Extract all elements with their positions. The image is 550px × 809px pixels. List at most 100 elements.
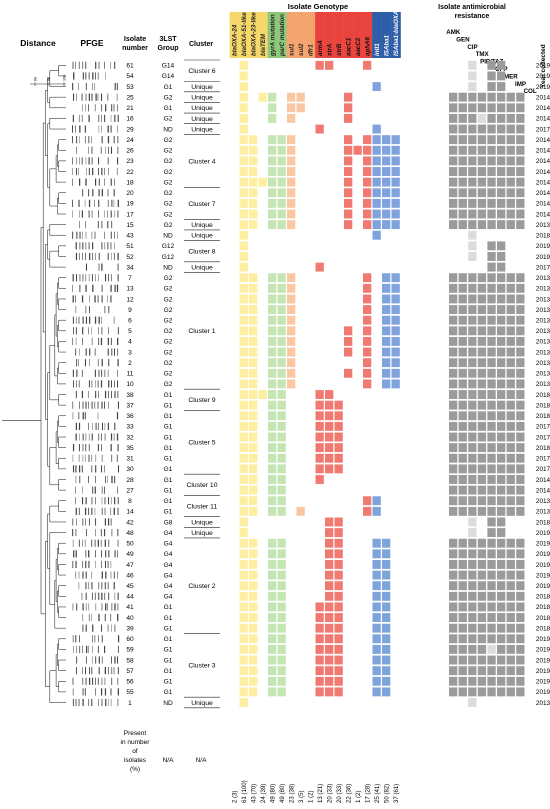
gene-presence-cell — [363, 209, 372, 219]
resistance-cell — [458, 485, 467, 495]
resistance-cell — [516, 475, 525, 484]
gene-presence-cell — [296, 92, 305, 102]
resistance-cell — [468, 421, 477, 431]
gene-presence-cell — [277, 570, 286, 580]
resistance-cell — [516, 326, 525, 336]
resistance-cell — [458, 156, 467, 166]
resistance-cell — [506, 92, 515, 102]
mlst-group: G1 — [164, 456, 173, 463]
pfge-band — [117, 497, 119, 505]
gene-presence-cell — [268, 613, 277, 622]
pfge-band — [85, 316, 88, 324]
pfge-band — [108, 359, 110, 367]
resistance-cell — [449, 326, 458, 336]
gene-presence-cell — [287, 347, 296, 357]
resistance-cell — [516, 358, 525, 368]
resistance-cell — [477, 485, 487, 495]
resistance-cell — [497, 262, 506, 272]
gene-presence-cell — [249, 294, 258, 304]
resistance-cell — [497, 485, 506, 495]
pfge-band — [84, 507, 87, 515]
pfge-band — [84, 412, 86, 420]
gene-presence-cell — [249, 368, 258, 378]
mlst-group: G2 — [164, 307, 173, 314]
gene-presence-cell — [249, 464, 258, 474]
resistance-cell — [506, 453, 515, 463]
isolate-number: 47 — [126, 562, 134, 569]
gene-presence-cell — [277, 177, 286, 187]
resistance-cell — [516, 305, 525, 315]
pfge-band — [76, 146, 78, 154]
resistance-cell — [449, 560, 458, 569]
gene-presence-cell — [334, 538, 343, 548]
resistance-cell — [497, 347, 506, 357]
year-collected: 2014 — [536, 148, 550, 155]
gene-presence-cell — [296, 103, 305, 113]
pfge-band — [76, 157, 77, 165]
gene-presence-cell — [325, 591, 334, 601]
isolate-number: 4 — [128, 339, 132, 346]
resistance-cell — [506, 379, 515, 389]
gene-presence-cell — [382, 220, 391, 230]
year-collected: 2014 — [536, 179, 550, 186]
pfge-band — [114, 497, 116, 505]
gene-presence-cell — [268, 432, 277, 442]
resistance-cell — [516, 103, 525, 113]
resistance-cell — [449, 113, 458, 123]
mlst-group: ND — [163, 700, 173, 707]
gene-presence-cell — [239, 209, 248, 219]
gene-presence-cell — [372, 156, 381, 166]
gene-presence-cell — [287, 368, 296, 378]
pfge-band — [85, 221, 86, 229]
gene-presence-cell — [268, 390, 277, 399]
mlst-group: G1 — [164, 413, 173, 420]
pfge-band — [76, 93, 77, 101]
gene-presence-cell — [239, 262, 248, 272]
resistance-cell — [458, 209, 467, 219]
gene-presence-cell — [315, 432, 324, 442]
isolate-number: 21 — [126, 105, 134, 112]
mlst-group: G2 — [164, 94, 173, 101]
resistance-cell — [487, 411, 496, 421]
gene-presence-cell — [268, 283, 277, 293]
pfge-band — [113, 104, 115, 112]
pfge-band — [78, 698, 80, 707]
resistance-cell — [487, 188, 496, 198]
gene-presence-cell — [239, 676, 248, 686]
resistance-cell — [468, 549, 477, 559]
resistance-cell — [468, 464, 477, 474]
pfge-band — [110, 518, 112, 526]
pfge-band — [97, 221, 99, 229]
gene-presence-cell — [249, 570, 258, 580]
resistance-cell — [497, 496, 506, 506]
mlst-group: G1 — [164, 668, 173, 675]
gene-presence-cell — [239, 581, 248, 591]
resistance-cell — [468, 209, 477, 219]
pfge-band — [111, 390, 113, 399]
gene-presence-cell — [268, 188, 277, 198]
pfge-band — [78, 316, 80, 324]
year-collected: 2018 — [536, 604, 550, 611]
gene-presence-cell — [344, 220, 353, 230]
mlst-group: G14 — [162, 73, 175, 80]
pfge-band — [100, 337, 103, 346]
resistance-cell — [516, 421, 525, 431]
resistance-cell — [458, 453, 467, 463]
resistance-cell — [458, 188, 467, 198]
resistance-cell — [487, 294, 496, 304]
gene-presence-cell — [258, 92, 267, 102]
mlst-group: G1 — [164, 392, 173, 399]
pfge-band — [82, 401, 84, 409]
gene-presence-cell — [239, 294, 248, 304]
resistance-cell — [487, 326, 496, 336]
pfge-band — [78, 199, 80, 207]
gene-presence-cell — [391, 220, 400, 230]
pfge-band — [94, 104, 96, 112]
pfge-band — [95, 688, 96, 696]
pfge-band — [72, 635, 74, 643]
isolate-number: 16 — [126, 116, 134, 123]
pfge-band — [82, 698, 84, 707]
gene-header-label: ISAba1 — [384, 34, 391, 56]
mlst-group: G1 — [164, 657, 173, 664]
pfge-band — [82, 645, 83, 654]
